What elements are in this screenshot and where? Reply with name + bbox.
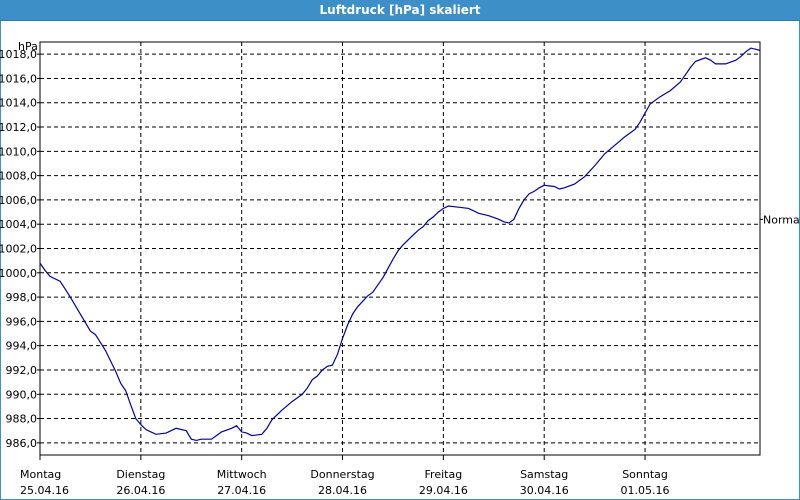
reference-label-normal: Normal	[763, 213, 800, 226]
y-axis-ticks: 986,0 988,0 990,0 992,0 994,0 996,0 998,0 1000,…	[0, 48, 40, 450]
x-tick-label-day: Montag	[20, 468, 61, 481]
x-tick-label-date: 25.04.16	[20, 484, 69, 497]
y-tick-label: 1002,0	[0, 243, 37, 256]
x-tick-label-day: Dienstag	[116, 468, 165, 481]
y-tick-label: 992,0	[6, 364, 38, 377]
y-tick-label: 1000,0	[0, 267, 37, 280]
y-tick-label: 1010,0	[0, 145, 37, 158]
x-tick-label-date: 01.05.16	[621, 484, 670, 497]
y-tick-label: 1006,0	[0, 194, 37, 207]
y-tick-label: 988,0	[6, 413, 38, 426]
x-tick-label-date: 26.04.16	[116, 484, 165, 497]
x-tick-label-date: 28.04.16	[318, 484, 367, 497]
pressure-series-line	[39, 47, 761, 442]
y-tick-label: 996,0	[6, 315, 38, 328]
y-tick-label: 1016,0	[0, 72, 37, 85]
y-tick-label: 1008,0	[0, 170, 37, 183]
y-tick-label: 1004,0	[0, 218, 37, 231]
y-tick-label: 1012,0	[0, 121, 37, 134]
y-tick-label: 998,0	[6, 291, 38, 304]
y-tick-label: 990,0	[6, 388, 38, 401]
window-title-bar: Luftdruck [hPa] skaliert	[0, 0, 800, 21]
x-tick-label-date: 27.04.16	[217, 484, 266, 497]
plot-area-border	[39, 41, 761, 456]
y-tick-label: 1018,0	[0, 48, 37, 61]
y-tick-label: 1014,0	[0, 97, 37, 110]
y-tick-label: 986,0	[6, 437, 38, 450]
grid-lines	[40, 42, 760, 455]
x-tick-label-day: Freitag	[425, 468, 463, 481]
x-tick-label-date: 30.04.16	[520, 484, 569, 497]
x-tick-label-day: Sonntag	[622, 468, 668, 481]
x-axis-ticks: Montag 25.04.16 Dienstag 26.04.16 Mittwoch 27…	[20, 455, 670, 497]
window-title: Luftdruck [hPa] skaliert	[319, 3, 481, 17]
y-tick-label: 994,0	[6, 340, 38, 353]
x-tick-label-date: 29.04.16	[419, 484, 468, 497]
x-tick-label-day: Donnerstag	[310, 468, 374, 481]
x-tick-label-day: Mittwoch	[217, 468, 267, 481]
y-axis-unit-label: hPa	[18, 40, 38, 53]
x-tick-label-day: Samstag	[520, 468, 568, 481]
